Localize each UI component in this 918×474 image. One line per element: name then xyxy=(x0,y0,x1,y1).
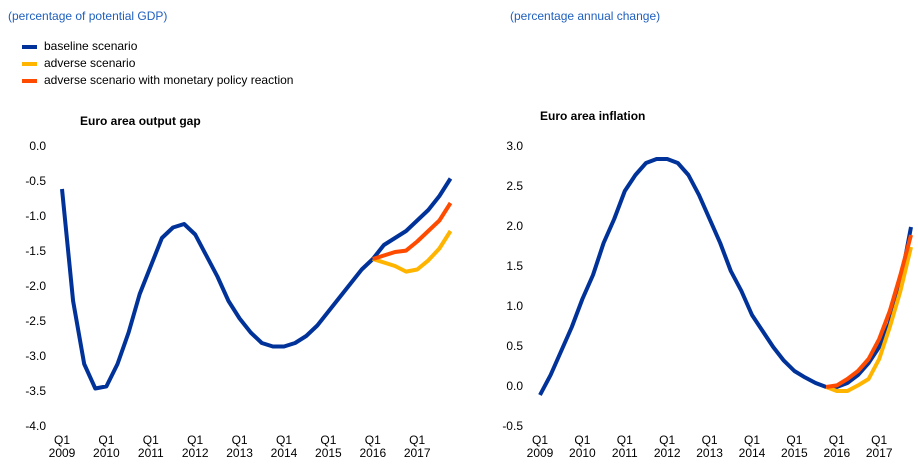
y-tick-label: -0.5 xyxy=(25,174,46,188)
legend-label: adverse scenario xyxy=(44,56,136,70)
y-tick-label: 1.5 xyxy=(506,259,523,273)
x-tick-label: Q1 2015 xyxy=(315,433,342,460)
x-tick-label: Q1 2014 xyxy=(738,433,766,460)
chart-title: Euro area inflation xyxy=(540,109,645,123)
x-tick-label: Q1 2013 xyxy=(226,433,253,460)
y-tick-label: 2.0 xyxy=(506,219,523,233)
x-tick-label: Q1 2010 xyxy=(93,433,120,460)
chart-title: Euro area output gap xyxy=(80,114,201,128)
series-line xyxy=(538,157,913,396)
series-line xyxy=(825,246,913,393)
y-tick-label: -2.5 xyxy=(25,314,46,328)
x-tick-label: Q1 2016 xyxy=(823,433,851,460)
y-tick-label: -4.0 xyxy=(25,419,46,433)
x-tick-label: Q1 2017 xyxy=(403,433,431,460)
x-tick-label: Q1 2011 xyxy=(137,433,164,460)
x-tick-label: Q1 2015 xyxy=(781,433,808,460)
y-tick-label: -3.5 xyxy=(25,384,46,398)
series-line xyxy=(60,177,453,391)
y-tick-label: 0.0 xyxy=(29,139,46,153)
legend-label: adverse scenario with monetary policy re… xyxy=(44,73,293,87)
legend-label: baseline scenario xyxy=(44,39,138,53)
series-line xyxy=(372,229,453,274)
x-tick-label: Q1 2012 xyxy=(653,433,681,460)
y-tick-label: 0.5 xyxy=(506,339,523,353)
y-tick-label: 3.0 xyxy=(506,139,523,153)
x-tick-label: Q1 2013 xyxy=(696,433,723,460)
series-line xyxy=(825,234,913,389)
y-tick-label: -2.0 xyxy=(25,279,46,293)
y-tick-label: -3.0 xyxy=(25,349,46,363)
x-tick-label: Q1 2014 xyxy=(270,433,298,460)
y-tick-label: -1.0 xyxy=(25,209,46,223)
unit-subtitle: (percentage of potential GDP) xyxy=(8,9,167,23)
x-tick-label: Q1 2012 xyxy=(181,433,209,460)
y-tick-label: 2.5 xyxy=(506,179,523,193)
x-tick-label: Q1 2016 xyxy=(359,433,387,460)
x-tick-label: Q1 2010 xyxy=(569,433,596,460)
y-tick-label: -1.5 xyxy=(25,244,46,258)
y-tick-label: 1.0 xyxy=(506,299,523,313)
x-tick-label: Q1 2017 xyxy=(865,433,893,460)
x-tick-label: Q1 2009 xyxy=(48,433,76,460)
y-tick-label: -0.5 xyxy=(502,419,523,433)
series-line xyxy=(372,201,453,261)
y-tick-label: 0.0 xyxy=(506,379,523,393)
x-tick-label: Q1 2011 xyxy=(611,433,638,460)
x-tick-label: Q1 2009 xyxy=(526,433,554,460)
unit-subtitle: (percentage annual change) xyxy=(510,9,660,23)
